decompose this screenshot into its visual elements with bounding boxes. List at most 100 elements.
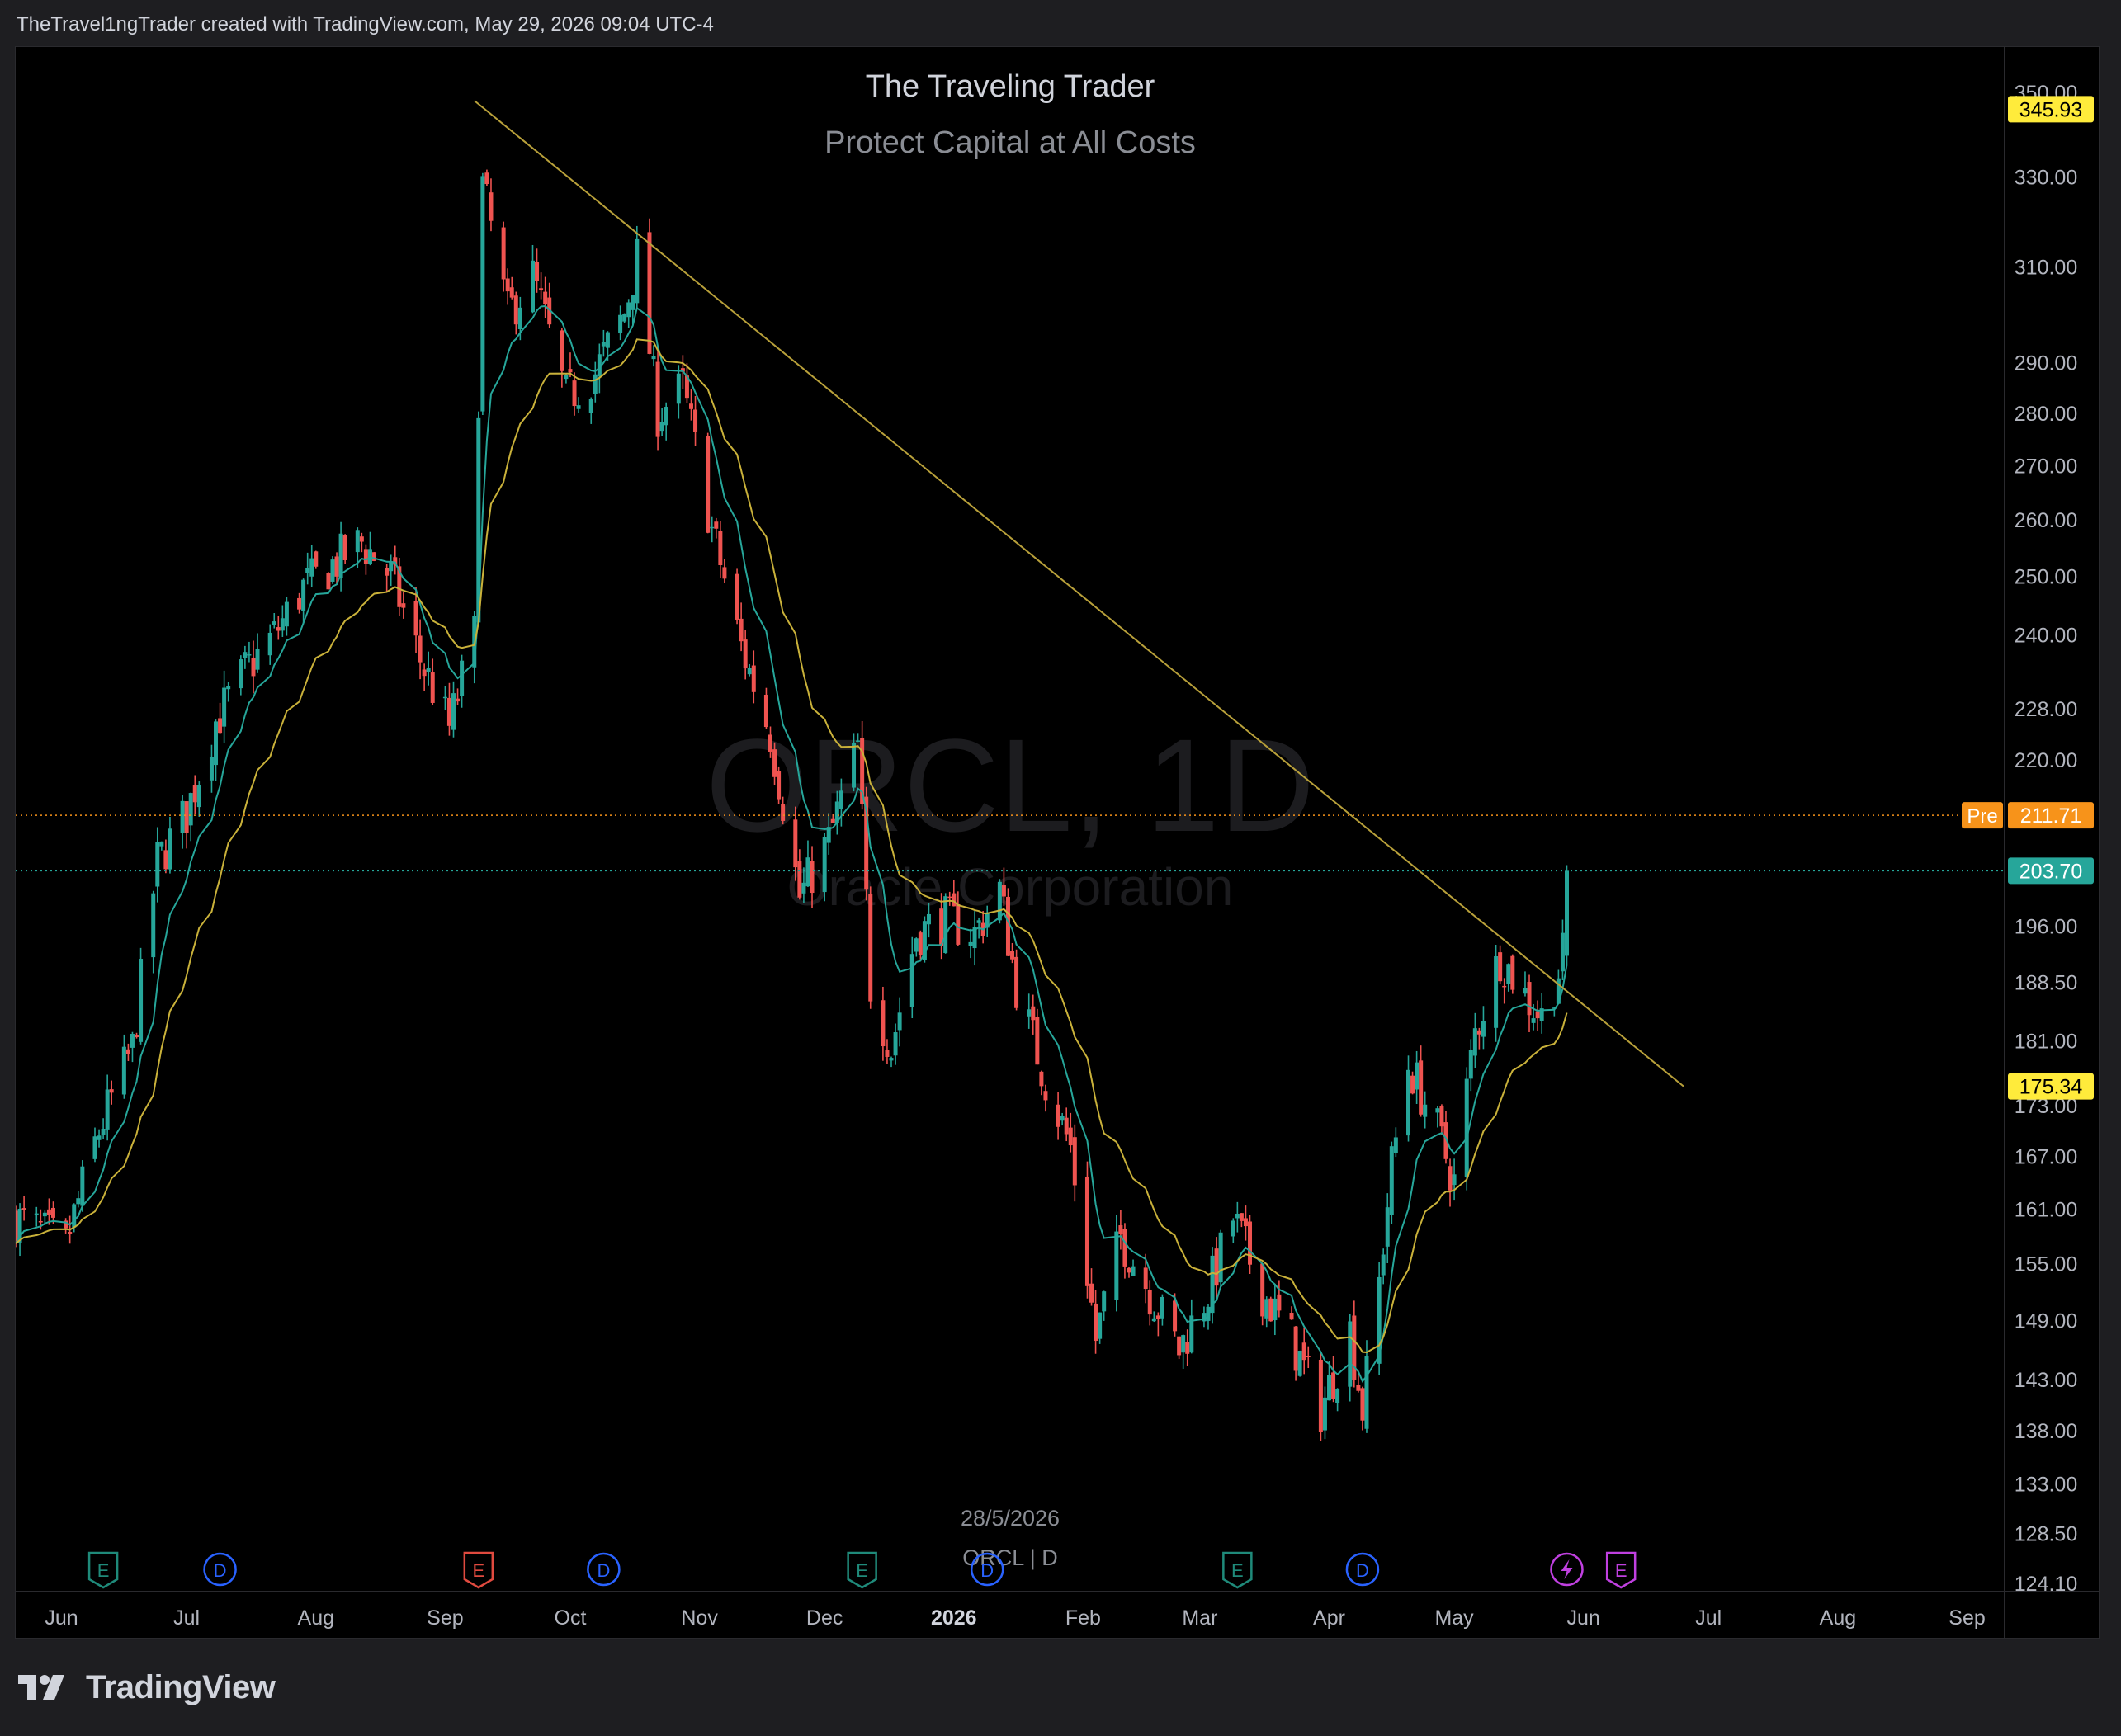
dividend-icon-letter: D: [1356, 1560, 1369, 1581]
candle-body: [280, 618, 285, 631]
candle-body: [781, 804, 786, 821]
candle-body: [1173, 1300, 1178, 1332]
event-marker-dividend[interactable]: D: [970, 1552, 1004, 1587]
candle-body: [864, 796, 869, 890]
event-marker-earnings[interactable]: E: [847, 1551, 877, 1589]
x-tick-label: May: [1434, 1606, 1474, 1630]
candle-body: [1210, 1255, 1215, 1314]
candle-body: [1114, 1231, 1119, 1300]
candle-body: [42, 1212, 47, 1217]
candle-body: [505, 278, 510, 292]
dividend-icon-letter: D: [597, 1560, 610, 1581]
candle-body: [1506, 964, 1511, 985]
candle-body: [501, 227, 506, 280]
candle-body: [1389, 1146, 1394, 1215]
candle-body: [135, 1035, 139, 1037]
candle-body: [1206, 1306, 1211, 1321]
candle-body: [1356, 1385, 1361, 1391]
news-flash-icon: [1550, 1552, 1584, 1587]
candle-body: [1510, 955, 1515, 990]
x-tick-label: Dec: [806, 1606, 843, 1630]
event-marker-dividend[interactable]: D: [587, 1552, 621, 1587]
candle-body: [664, 407, 668, 426]
price-label-last-text: 203.70: [2019, 860, 2082, 883]
candle-body: [735, 573, 739, 620]
candle-body: [1273, 1298, 1278, 1321]
event-marker-news[interactable]: [1550, 1552, 1584, 1587]
earnings-icon-letter: E: [1615, 1560, 1627, 1581]
candle-body: [68, 1232, 73, 1234]
candle-body: [597, 354, 602, 377]
x-tick-label: Apr: [1313, 1606, 1345, 1630]
candle-body: [1177, 1336, 1182, 1356]
candle-body: [1494, 955, 1499, 1028]
x-tick-label: Sep: [1949, 1606, 1985, 1630]
price-label-pre-text: 211.71: [2020, 804, 2082, 828]
candle-body: [1531, 1018, 1536, 1023]
earnings-icon: [1222, 1551, 1253, 1589]
candle-body: [430, 672, 435, 703]
candle-body: [192, 785, 197, 803]
candle-body: [939, 908, 944, 946]
footer[interactable]: TradingView: [18, 1667, 276, 1708]
dividend-icon-letter: D: [214, 1560, 227, 1581]
candle-body: [1151, 1318, 1156, 1322]
candle-body: [489, 192, 494, 221]
candle-body: [184, 801, 189, 833]
candle-body: [1523, 988, 1528, 994]
candle-body: [885, 1050, 890, 1057]
event-marker-dividend[interactable]: D: [1345, 1552, 1380, 1587]
candle-body: [743, 639, 748, 669]
candle-body: [722, 567, 727, 579]
watermark-symbol: ORCL, 1D: [706, 711, 1315, 859]
candle-body: [1035, 1017, 1040, 1065]
crosshair-series: ORCL | D: [962, 1545, 1058, 1570]
x-tick-label: Feb: [1065, 1606, 1101, 1630]
y-tick-label: 128.50: [2015, 1522, 2077, 1545]
y-tick-label: 310.00: [2015, 257, 2077, 280]
candle-body: [1068, 1127, 1073, 1146]
event-marker-dividend[interactable]: D: [203, 1552, 237, 1587]
candle-body: [659, 422, 664, 432]
candle-body: [826, 827, 831, 843]
candle-body: [50, 1207, 55, 1218]
event-marker-upcoming-earnings[interactable]: E: [1605, 1551, 1637, 1589]
y-tick-label: 181.00: [2015, 1030, 2077, 1053]
candle-body: [1260, 1263, 1265, 1317]
event-marker-earnings[interactable]: E: [87, 1551, 119, 1589]
candle-body: [1005, 896, 1010, 956]
candle-body: [1410, 1075, 1415, 1094]
candle-body: [247, 654, 252, 656]
candle-body: [389, 562, 394, 572]
candle-body: [1031, 1006, 1036, 1021]
candle-body: [952, 893, 957, 907]
candle-body: [801, 882, 806, 894]
candle-body: [338, 533, 343, 578]
trendline: [474, 100, 1684, 1087]
candle-body: [517, 307, 522, 329]
candle-body: [688, 403, 693, 409]
x-tick-label: 2026: [931, 1606, 977, 1630]
candle-body: [768, 734, 772, 752]
event-marker-earnings-miss[interactable]: E: [463, 1551, 494, 1589]
candle-body: [509, 287, 514, 298]
candle-body: [588, 399, 593, 413]
candle-body: [64, 1220, 68, 1229]
candle-body: [342, 535, 347, 560]
event-marker-earnings[interactable]: E: [1222, 1551, 1253, 1589]
candle-body: [618, 314, 623, 334]
candle-body: [1435, 1108, 1440, 1113]
candle-body: [535, 262, 540, 281]
y-tick-label: 133.00: [2015, 1473, 2077, 1496]
candle-body: [92, 1136, 97, 1159]
candle-body: [1331, 1372, 1336, 1399]
chart-panel[interactable]: ORCL, 1D Oracle Corporation The Traveling …: [15, 46, 2100, 1639]
candle-body: [276, 627, 281, 631]
candle-body: [397, 566, 402, 607]
candle-body: [718, 531, 723, 565]
tradingview-brand: TradingView: [86, 1668, 276, 1705]
earnings-icon: [1605, 1551, 1637, 1589]
candle-body: [1231, 1220, 1235, 1237]
candle-body: [418, 635, 423, 663]
